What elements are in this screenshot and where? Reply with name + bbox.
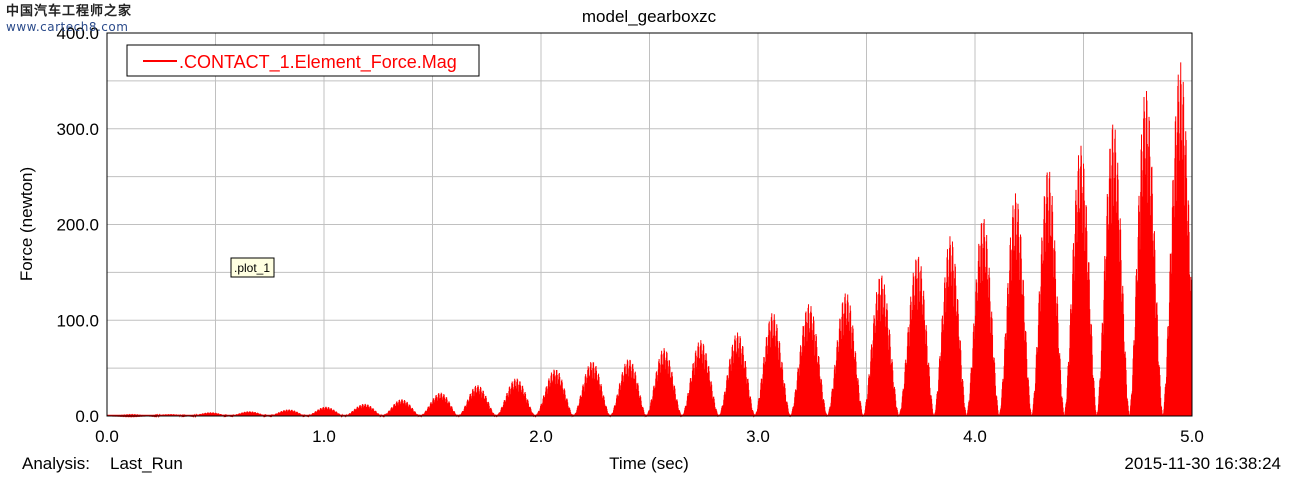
plot-annotation: .plot_1 [230,257,275,278]
annotation-box [230,257,275,278]
x-tick-label: 2.0 [529,427,553,446]
plot-frame [106,32,1193,417]
x-tick-label: 3.0 [746,427,770,446]
watermark-chinese: 中国汽车工程师之家 [6,4,133,19]
y-axis-label: Force (newton) [17,167,36,281]
x-tick-label: 5.0 [1180,427,1204,446]
timestamp: 2015-11-30 16:38:24 [1124,454,1281,473]
x-tick-label: 0.0 [95,427,119,446]
y-tick-label: 400.0 [56,24,99,43]
legend: .CONTACT_1.Element_Force.Mag [126,44,480,77]
y-tick-label: 300.0 [56,120,99,139]
x-tick-labels: 0.0 1.0 2.0 3.0 4.0 5.0 [95,427,1204,446]
watermark-url: www.cartech8.com [6,20,129,35]
y-tick-labels: 0.0 100.0 200.0 300.0 400.0 [56,24,99,426]
chart-title: model_gearboxzc [582,7,717,26]
y-tick-label: 200.0 [56,216,99,235]
x-axis-label: Time (sec) [609,454,689,473]
annotation-text: .plot_1 [234,261,270,275]
legend-box [126,44,480,77]
y-tick-label: 0.0 [75,407,99,426]
analysis-value: Last_Run [110,454,183,473]
y-tick-label: 100.0 [56,311,99,330]
watermark: 中国汽车工程师之家 www.cartech8.com [6,4,132,35]
x-tick-label: 1.0 [312,427,336,446]
x-tick-label: 4.0 [963,427,987,446]
analysis-label: Analysis: [22,454,90,473]
legend-label: .CONTACT_1.Element_Force.Mag [179,52,457,73]
